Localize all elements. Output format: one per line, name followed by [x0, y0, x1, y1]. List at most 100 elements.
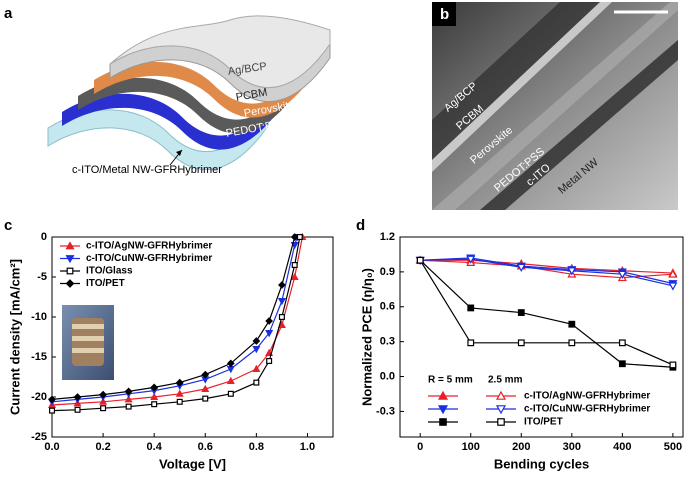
plot-frame: [51, 236, 334, 438]
legend-marker: [65, 241, 75, 250]
x-tick-label: 0.6: [198, 441, 213, 453]
marker: [226, 359, 235, 368]
marker: [618, 360, 626, 368]
x-tick-label: 0.0: [44, 441, 59, 453]
panel-label: a: [4, 5, 13, 22]
y-tick-label: 1.2: [380, 231, 395, 243]
marker: [290, 272, 299, 280]
x-tick-label: 400: [613, 441, 631, 453]
marker: [201, 370, 210, 379]
marker: [201, 384, 210, 392]
marker: [567, 267, 577, 276]
legend-marker: [497, 418, 505, 426]
y-tick-label: 0.6: [380, 301, 395, 313]
marker: [252, 364, 261, 372]
marker: [202, 395, 209, 402]
series-line: [420, 259, 673, 274]
marker: [252, 346, 261, 354]
x-tick-label: 0: [417, 441, 423, 453]
marker: [618, 339, 626, 347]
series-line: [51, 236, 296, 400]
y-tick-label: 0: [41, 231, 47, 243]
legend-label: ITO/PET: [86, 278, 125, 289]
marker: [74, 406, 81, 413]
marker: [278, 281, 286, 289]
marker: [467, 339, 475, 347]
x-tick-label: 1.0: [300, 441, 315, 453]
series-line: [419, 259, 673, 368]
series-line: [420, 258, 674, 287]
legend-marker: [437, 405, 449, 415]
series-line: [420, 259, 673, 279]
legend-marker: [65, 255, 75, 264]
plot-frame: [399, 236, 684, 438]
marker: [617, 270, 627, 279]
legend-header: 2.5 mm: [488, 375, 523, 386]
marker: [277, 320, 286, 328]
x-tick-label: 0.4: [147, 441, 163, 453]
marker: [99, 390, 107, 399]
marker: [278, 314, 285, 321]
panel-label: b: [440, 6, 449, 23]
legend-label: c-ITO/CuNW-GFRHybrimer: [524, 404, 650, 415]
legend-marker: [437, 390, 449, 400]
panel-label: c: [4, 217, 12, 234]
marker: [517, 309, 525, 316]
substrate-label: c-ITO/Metal NW-GFRHybrimer: [72, 164, 222, 176]
marker: [668, 282, 678, 291]
layer-label: PCBM: [235, 86, 268, 103]
y-tick-label: -10: [31, 311, 47, 323]
marker: [99, 397, 108, 405]
y-tick-label: 0.0: [380, 370, 395, 382]
y-tick-label: 0.9: [380, 266, 395, 278]
marker: [253, 379, 260, 386]
legend-label: c-ITO/AgNW-GFRHybrimer: [86, 241, 212, 252]
y-tick-label: -20: [31, 391, 47, 403]
x-tick-label: 300: [563, 441, 581, 453]
marker: [416, 256, 424, 264]
marker: [568, 339, 576, 347]
marker: [669, 361, 677, 369]
y-tick-label: -5: [37, 271, 47, 283]
marker: [226, 376, 235, 384]
legend-marker: [439, 418, 447, 426]
marker: [150, 383, 159, 392]
marker: [227, 390, 234, 397]
marker: [467, 304, 475, 312]
marker: [568, 320, 576, 328]
layer-label: Ag/BCP: [227, 61, 267, 78]
x-axis-label: Voltage [V]: [159, 456, 226, 471]
series-line: [419, 259, 674, 366]
marker: [151, 401, 158, 408]
marker: [291, 262, 298, 269]
y-tick-label: -25: [31, 431, 47, 443]
marker: [290, 233, 299, 241]
marker: [124, 395, 133, 403]
marker: [150, 392, 159, 400]
x-tick-label: 200: [512, 441, 530, 453]
legend-label: c-ITO/AgNW-GFRHybrimer: [524, 391, 650, 402]
legend-label: c-ITO/CuNW-GFRHybrimer: [86, 253, 212, 264]
marker: [517, 339, 525, 347]
legend-marker: [495, 405, 507, 415]
marker: [100, 405, 107, 412]
y-tick-label: 0.3: [380, 336, 395, 348]
legend-marker: [65, 279, 75, 288]
marker: [668, 269, 678, 278]
y-tick-label: -15: [31, 351, 47, 363]
marker: [466, 255, 476, 264]
marker: [175, 378, 184, 387]
panel-label: d: [356, 217, 365, 234]
legend-label: ITO/PET: [524, 417, 563, 428]
marker: [266, 358, 273, 365]
marker: [265, 317, 273, 325]
y-axis-label: Current density [mA/cm²]: [7, 259, 22, 415]
x-tick-label: 500: [664, 441, 682, 453]
marker: [176, 398, 183, 405]
y-axis-label: Normalized PCE (η/η₀): [359, 268, 374, 406]
y-tick-label: -0.3: [376, 405, 395, 417]
legend-marker: [495, 390, 507, 400]
legend-label: ITO/Glass: [86, 266, 133, 277]
series-line: [420, 257, 674, 285]
